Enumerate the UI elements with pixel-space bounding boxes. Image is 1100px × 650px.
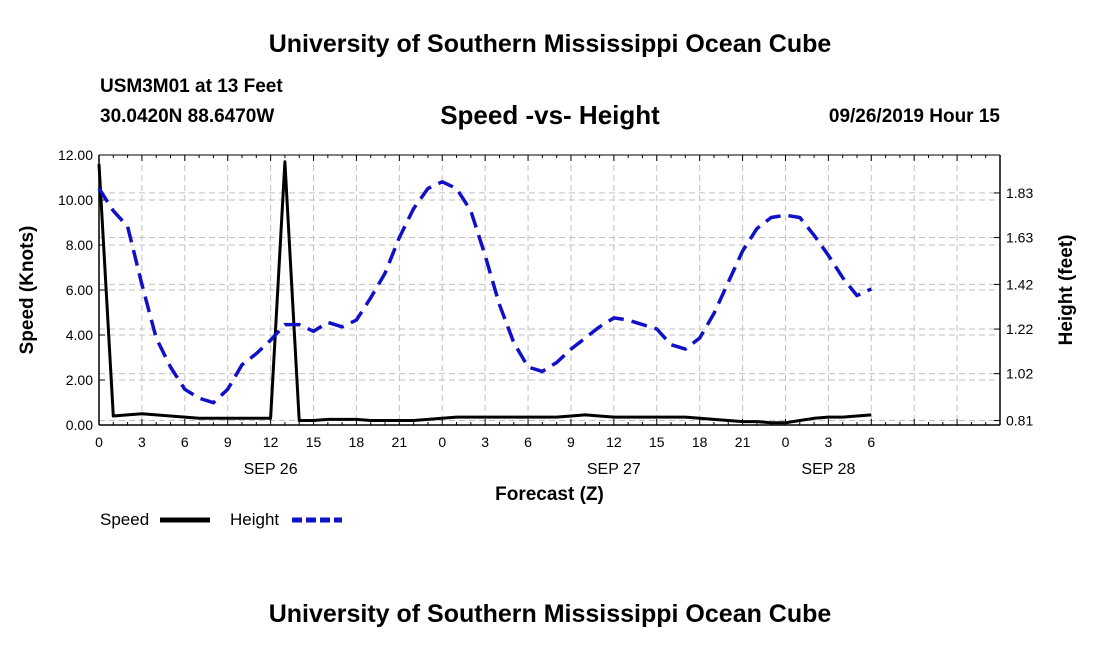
x-tick-label: 6 xyxy=(181,434,189,450)
x-tick-label: 3 xyxy=(824,434,832,450)
y-tick-label: 4.00 xyxy=(66,327,93,343)
y-tick-label: 10.00 xyxy=(58,192,93,208)
y2-tick-label: 1.02 xyxy=(1006,366,1033,382)
legend-label: Speed xyxy=(100,510,149,529)
page-title: University of Southern Mississippi Ocean… xyxy=(268,30,832,58)
y2-axis-title: Height (feet) xyxy=(1056,235,1077,346)
y2-tick-label: 1.63 xyxy=(1006,230,1033,246)
x-tick-label: 9 xyxy=(224,434,232,450)
x-axis-title: Forecast (Z) xyxy=(495,484,604,505)
x-tick-label: 18 xyxy=(692,434,708,450)
x-tick-label: 0 xyxy=(438,434,446,450)
y-tick-label: 0.00 xyxy=(66,417,93,433)
x-tick-label: 18 xyxy=(349,434,365,450)
station-coordinates: 30.0420N 88.6470W xyxy=(100,106,275,127)
date-label: SEP 26 xyxy=(244,461,298,478)
x-tick-label: 21 xyxy=(392,434,408,450)
y-tick-label: 2.00 xyxy=(66,372,93,388)
y2-tick-label: 0.81 xyxy=(1006,413,1033,429)
x-tick-label: 15 xyxy=(306,434,322,450)
legend-label: Height xyxy=(230,510,279,529)
x-tick-label: 3 xyxy=(481,434,489,450)
x-tick-label: 21 xyxy=(735,434,751,450)
x-tick-label: 12 xyxy=(606,434,622,450)
date-label: SEP 28 xyxy=(801,461,855,478)
height-series-line xyxy=(97,180,873,405)
x-tick-label: 9 xyxy=(567,434,575,450)
y2-tick-label: 1.83 xyxy=(1006,185,1033,201)
y-tick-label: 6.00 xyxy=(66,282,93,298)
speed-series-line xyxy=(97,160,872,425)
x-tick-label: 0 xyxy=(95,434,103,450)
x-tick-label: 12 xyxy=(263,434,279,450)
y2-tick-label: 1.22 xyxy=(1006,321,1033,337)
x-tick-label: 6 xyxy=(524,434,532,450)
footer-title: University of Southern Mississippi Ocean… xyxy=(268,600,832,628)
x-tick-label: 6 xyxy=(867,434,875,450)
forecast-datetime: 09/26/2019 Hour 15 xyxy=(828,106,1000,127)
date-label: SEP 27 xyxy=(587,461,641,478)
y-tick-label: 12.00 xyxy=(58,147,93,163)
x-tick-label: 15 xyxy=(649,434,665,450)
y-tick-label: 8.00 xyxy=(66,237,93,253)
station-label: USM3M01 at 13 Feet xyxy=(100,76,283,97)
chart-title: Speed -vs- Height xyxy=(440,100,660,130)
y2-tick-label: 1.42 xyxy=(1006,276,1033,292)
x-tick-label: 0 xyxy=(782,434,790,450)
y-axis-title: Speed (Knots) xyxy=(17,226,38,355)
x-tick-label: 3 xyxy=(138,434,146,450)
